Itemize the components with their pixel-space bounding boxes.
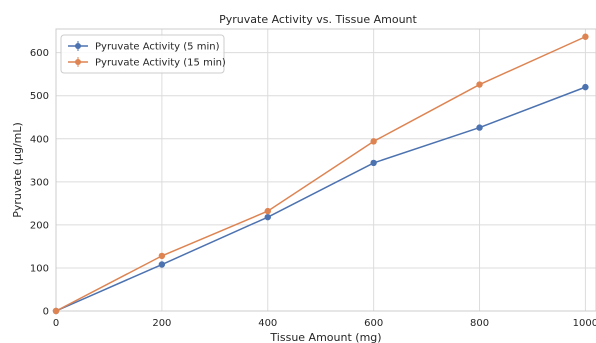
legend-box	[60, 34, 225, 74]
series-line-1	[55, 86, 586, 312]
series-1-point	[264, 213, 271, 221]
y-tick-label: 0	[43, 307, 49, 318]
series-2-point	[158, 252, 166, 260]
y-axis-label: Pyruvate (µg/mL)	[11, 122, 24, 218]
series-2-point	[476, 81, 483, 88]
chart-title: Pyruvate Activity vs. Tissue Amount	[219, 13, 417, 26]
x-tick-label: 1000	[573, 318, 596, 329]
series-2-point	[370, 138, 377, 145]
series-2-point	[264, 207, 271, 215]
series-1-point	[370, 159, 377, 167]
tick-labels: 0 200 400 600 800 1000 0 100 200 300 400 500 600	[30, 48, 596, 329]
y-tick-label: 600	[30, 48, 49, 59]
x-tick-label: 800	[470, 318, 489, 329]
x-tick-label: 400	[258, 318, 277, 329]
y-tick-label: 500	[30, 91, 49, 102]
series-1-point	[158, 261, 166, 268]
legend-label: Pyruvate Activity (15 min)	[95, 58, 226, 69]
y-tick-label: 400	[30, 134, 49, 145]
legend-marker	[75, 59, 81, 65]
y-tick-label: 100	[30, 263, 49, 274]
plot-frame	[55, 28, 596, 312]
series-2-point	[52, 307, 60, 315]
x-tick-label: 200	[152, 318, 171, 329]
legend-marker	[75, 43, 81, 49]
gridlines	[55, 29, 596, 312]
series-layer	[52, 33, 589, 315]
series-2-point	[582, 33, 589, 40]
legend: Pyruvate Activity (5 min) Pyruvate Activi…	[60, 34, 226, 74]
series-1-point	[476, 124, 483, 131]
series-1-point	[582, 83, 589, 91]
x-axis-label: Tissue Amount (mg)	[269, 331, 381, 343]
y-tick-label: 300	[30, 177, 49, 188]
x-tick-label: 600	[364, 318, 383, 329]
legend-label: Pyruvate Activity (5 min)	[95, 42, 220, 53]
series-line-2	[55, 36, 586, 312]
x-tick-label: 0	[53, 318, 59, 329]
y-tick-label: 200	[30, 220, 49, 231]
